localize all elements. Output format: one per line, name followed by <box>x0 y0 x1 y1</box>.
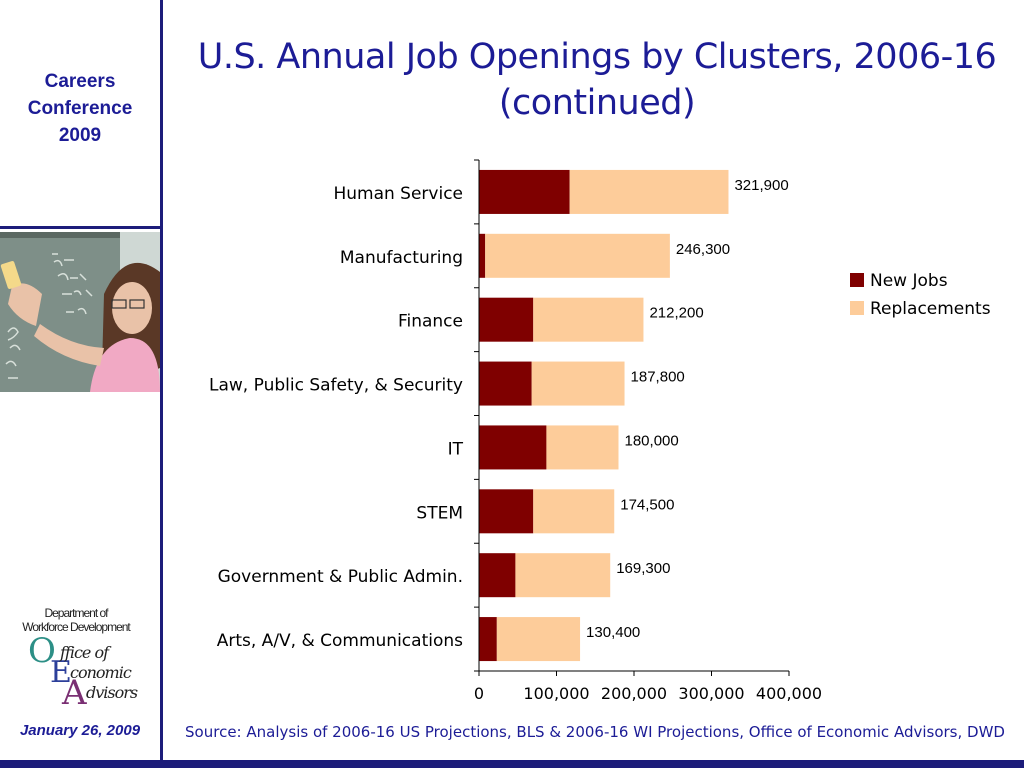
category-label: Human Service <box>333 184 463 204</box>
bar-replacements <box>546 425 619 470</box>
footer-bar <box>0 760 1024 768</box>
sidebar-divider <box>160 0 163 768</box>
conference-name-line: Conference <box>27 98 133 119</box>
job-openings-chart: Human Service 321,900 Manufacturing 246,300… <box>209 159 991 703</box>
teacher-photo <box>0 232 160 392</box>
total-label: 321,900 <box>734 177 788 194</box>
oea-logo: Department of Workforce Development O E … <box>14 600 154 713</box>
slide-title-line: (continued) <box>498 83 696 123</box>
bar-replacements <box>485 233 670 278</box>
bar-new-jobs <box>479 617 497 662</box>
bar-replacements <box>569 169 729 214</box>
x-tick-label: 300,000 <box>678 684 744 703</box>
x-tick-label: 400,000 <box>756 684 822 703</box>
total-label: 174,500 <box>620 496 674 513</box>
sidebar-header-divider <box>0 226 162 229</box>
x-tick-label: 0 <box>474 684 484 703</box>
total-label: 187,800 <box>631 369 685 386</box>
slide-title-line: U.S. Annual Job Openings by Clusters, 20… <box>197 37 997 77</box>
total-label: 246,300 <box>676 241 730 258</box>
bar-replacements <box>531 361 625 406</box>
bar-new-jobs <box>479 233 486 278</box>
x-tick-label: 100,000 <box>523 684 589 703</box>
conference-name: Careers Conference 2009 <box>0 68 160 149</box>
bar-replacements <box>533 489 615 534</box>
legend-label: New Jobs <box>870 271 948 291</box>
category-label: Manufacturing <box>340 248 463 268</box>
logo-dept-line: Department of <box>44 606 109 620</box>
slide-title: U.S. Annual Job Openings by Clusters, 20… <box>170 34 1024 126</box>
total-label: 130,400 <box>586 624 640 641</box>
bar-replacements <box>533 297 644 342</box>
category-label: STEM <box>416 503 463 523</box>
category-label: Government & Public Admin. <box>218 567 463 587</box>
logo-dept-line: Workforce Development <box>22 620 131 634</box>
category-label: Arts, A/V, & Communications <box>217 631 463 651</box>
conference-name-line: Careers <box>44 71 116 92</box>
legend-swatch <box>850 301 864 315</box>
bar-new-jobs <box>479 425 547 470</box>
bar-new-jobs <box>479 361 532 406</box>
total-label: 169,300 <box>616 560 670 577</box>
logo-word: ffice of <box>59 643 112 662</box>
bar-new-jobs <box>479 297 534 342</box>
total-label: 180,000 <box>625 432 679 449</box>
legend-label: Replacements <box>870 299 991 319</box>
logo-initial-o: O <box>28 631 56 671</box>
bar-new-jobs <box>479 489 534 534</box>
bar-replacements <box>515 553 611 598</box>
conference-name-line: 2009 <box>58 125 102 146</box>
x-tick-label: 200,000 <box>601 684 667 703</box>
bar-new-jobs <box>479 169 570 214</box>
logo-initial-a: A <box>61 673 87 710</box>
category-label: Law, Public Safety, & Security <box>209 376 463 396</box>
category-label: IT <box>448 439 464 459</box>
logo-word: dvisors <box>86 683 138 702</box>
presentation-date: January 26, 2009 <box>19 722 141 739</box>
bar-new-jobs <box>479 553 516 598</box>
bar-replacements <box>496 617 581 662</box>
logo-initial-e: E <box>50 655 72 690</box>
source-note: Source: Analysis of 2006-16 US Projectio… <box>185 723 1005 741</box>
legend-swatch <box>850 273 864 287</box>
logo-word: conomic <box>70 663 132 682</box>
category-label: Finance <box>398 312 463 332</box>
total-label: 212,200 <box>649 305 703 322</box>
